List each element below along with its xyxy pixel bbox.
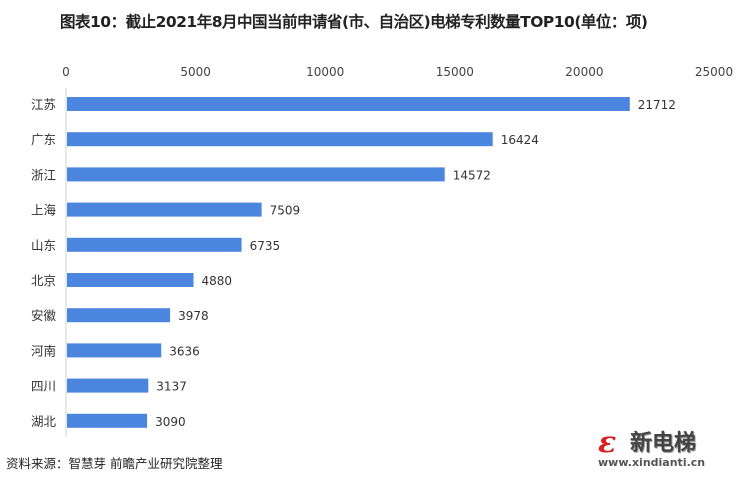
bar-山东 — [67, 237, 242, 252]
data-label: 6735 — [250, 239, 281, 253]
data-label: 16424 — [501, 133, 539, 147]
category-label: 上海 — [31, 203, 57, 218]
bar-广东 — [67, 132, 493, 147]
x-tick-label: 0 — [62, 65, 70, 79]
data-label: 21712 — [638, 98, 676, 112]
logo-name: 新电梯 — [630, 431, 697, 456]
chart-title: 图表10：截止2021年8月中国当前申请省(市、自治区)电梯专利数量TOP10(… — [60, 13, 648, 31]
data-label: 4880 — [201, 274, 232, 288]
category-label: 湖北 — [31, 414, 57, 429]
bar-江苏 — [67, 97, 630, 111]
x-tick-label: 10000 — [306, 65, 344, 79]
logo-url: www.xindianti.cn — [598, 456, 706, 469]
data-label: 3636 — [169, 344, 200, 358]
bar-安徽 — [67, 308, 171, 323]
bar-北京 — [67, 273, 194, 287]
data-label: 7509 — [270, 204, 301, 218]
bar-上海 — [67, 202, 262, 217]
bar-四川 — [67, 378, 149, 393]
category-label: 安徽 — [31, 308, 57, 323]
category-label: 江苏 — [31, 97, 56, 112]
source-note: 资料来源：智慧芽 前瞻产业研究院整理 — [6, 456, 223, 471]
x-tick-label: 25000 — [695, 65, 733, 79]
bar-chart: 0 5000 10000 15000 20000 25000 江苏 21712 广东 16424 浙… — [31, 65, 733, 437]
data-label: 3978 — [178, 309, 209, 323]
x-tick-label: 15000 — [436, 65, 474, 79]
category-label: 山东 — [31, 238, 56, 253]
bar-湖北 — [67, 413, 148, 428]
xindianti-logo: ε 新电梯 www.xindianti.cn — [596, 425, 737, 475]
data-label: 3090 — [155, 415, 186, 429]
data-label: 3137 — [156, 380, 187, 394]
x-tick-label: 5000 — [180, 65, 211, 79]
data-label: 14572 — [453, 168, 491, 182]
category-label: 四川 — [31, 379, 56, 394]
category-label: 浙江 — [31, 167, 56, 182]
x-tick-label: 20000 — [565, 65, 603, 79]
category-label: 河南 — [31, 343, 56, 358]
logo-mark-icon: ε — [598, 425, 617, 460]
category-label: 北京 — [31, 273, 56, 288]
bar-河南 — [67, 343, 162, 358]
category-label: 广东 — [31, 132, 56, 147]
bar-浙江 — [67, 167, 445, 182]
